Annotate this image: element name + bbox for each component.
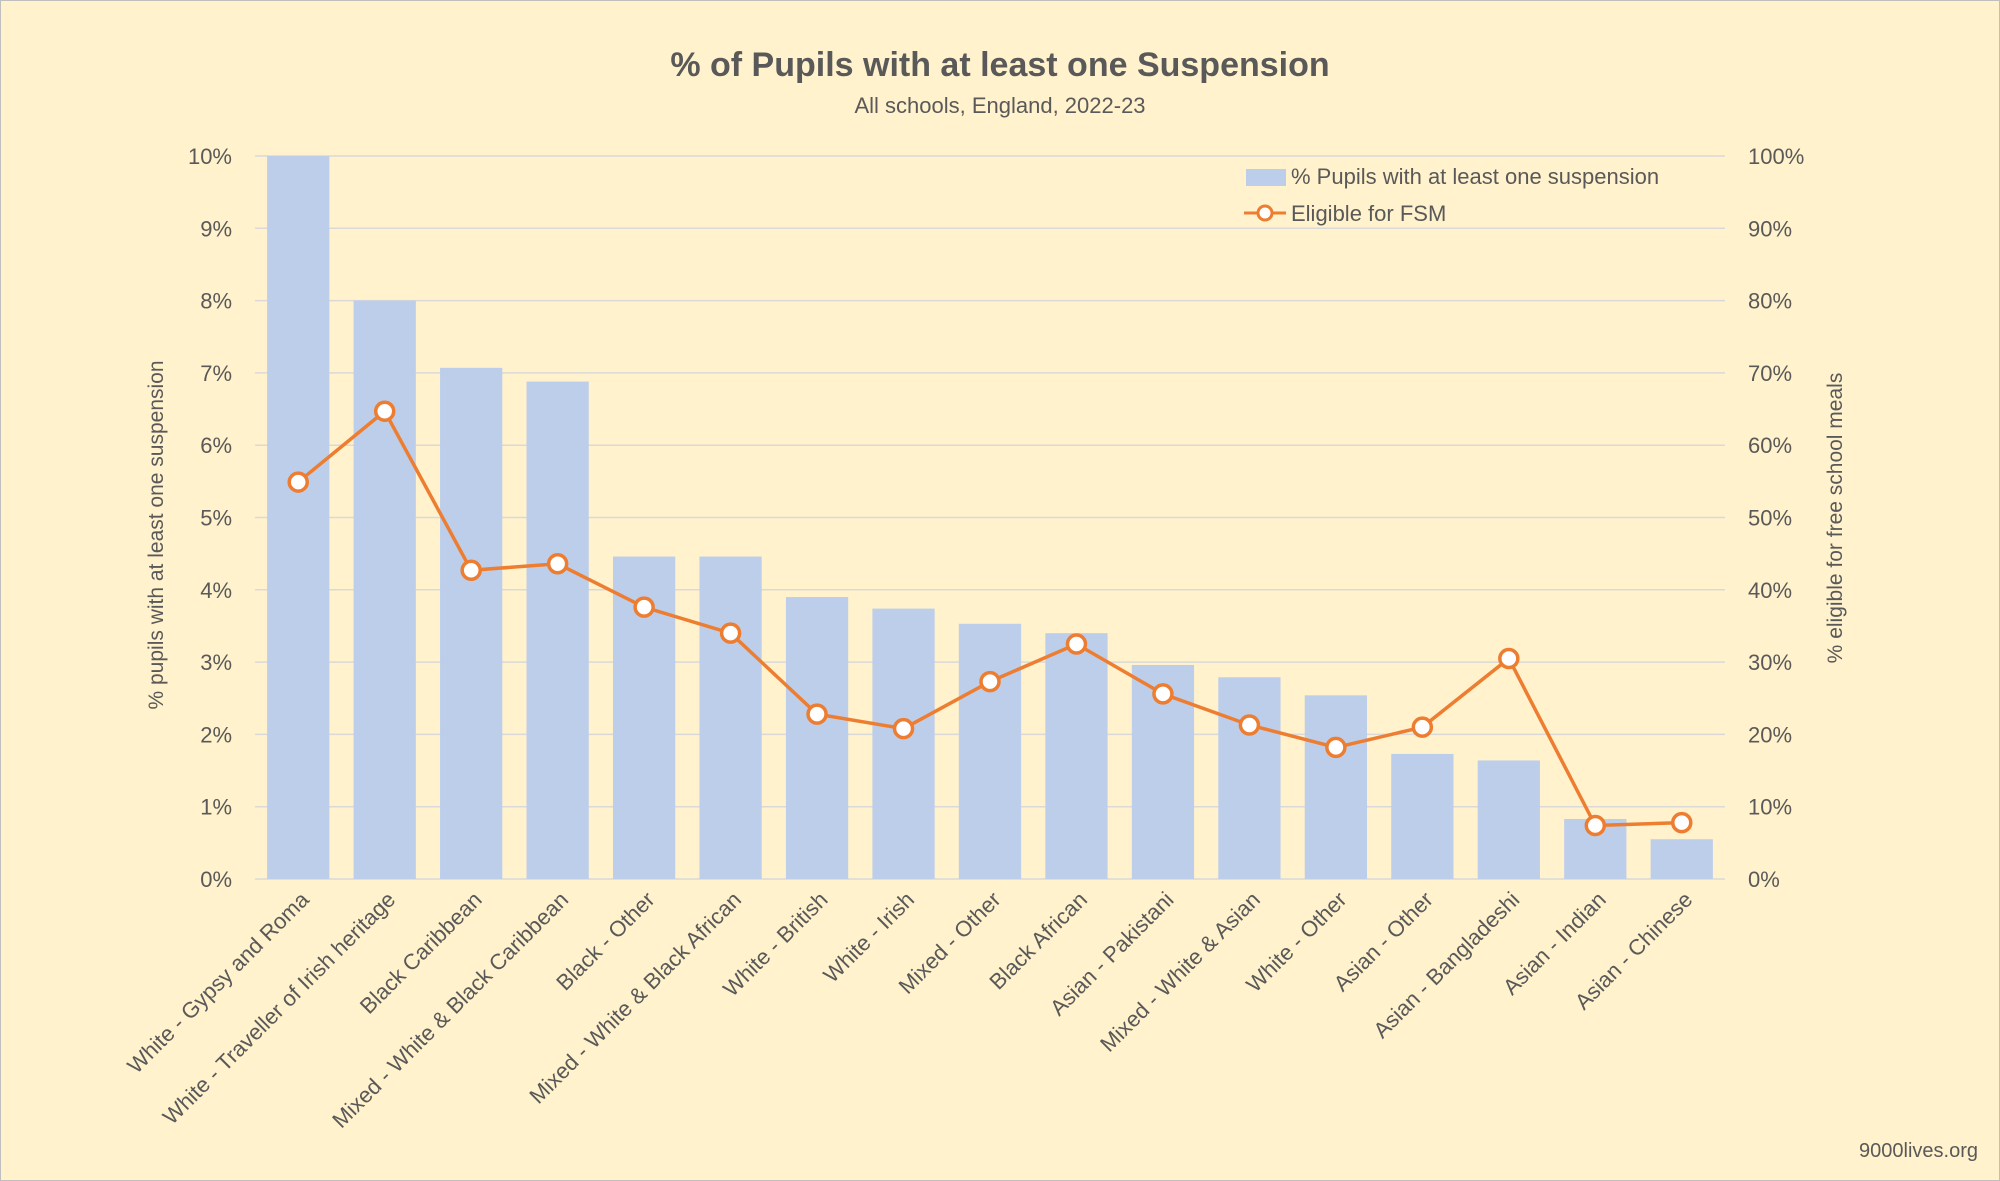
bar xyxy=(267,156,330,879)
bar xyxy=(872,608,935,879)
y2-tick-label: 50% xyxy=(1748,506,1792,531)
legend: % Pupils with at least one suspension El… xyxy=(1244,164,1659,226)
bar xyxy=(353,300,416,880)
y-tick-label: 9% xyxy=(200,216,232,241)
bar xyxy=(1045,633,1108,879)
y-tick-label: 3% xyxy=(200,650,232,675)
fsm-point xyxy=(1584,814,1607,837)
x-tick-label: Asian - Bangladeshi xyxy=(1368,887,1524,1043)
bar xyxy=(1391,753,1454,879)
y2-tick-label: 40% xyxy=(1748,578,1792,603)
y-axis-label: % pupils with at least one suspension xyxy=(145,360,168,709)
y2-tick-label: 0% xyxy=(1748,867,1780,892)
chart-subtitle: All schools, England, 2022-23 xyxy=(854,93,1146,118)
legend-line-label: Eligible for FSM xyxy=(1291,201,1446,226)
fsm-point xyxy=(1671,811,1693,834)
fsm-point xyxy=(287,471,309,493)
fsm-point xyxy=(1152,683,1174,705)
bar xyxy=(1477,760,1540,879)
fsm-point xyxy=(460,559,482,582)
y2-tick-label: 20% xyxy=(1748,722,1792,747)
bar xyxy=(958,623,1022,879)
x-tick-label: White - Gypsy and Roma xyxy=(122,886,314,1078)
fsm-point xyxy=(719,622,742,644)
fsm-point xyxy=(1238,714,1261,736)
bar xyxy=(1304,695,1368,879)
y-tick-label: 10% xyxy=(188,144,232,169)
fsm-point xyxy=(546,553,569,575)
y2-tick-label: 60% xyxy=(1748,433,1792,458)
legend-bar-label: % Pupils with at least one suspension xyxy=(1291,164,1659,189)
x-tick-label: Mixed - White & Asian xyxy=(1095,887,1265,1057)
bar xyxy=(699,556,762,879)
fsm-line xyxy=(287,400,1693,837)
y-tick-label: 2% xyxy=(200,722,232,747)
credit-watermark: 9000lives.org xyxy=(1859,1140,1978,1162)
fsm-point xyxy=(1411,716,1434,738)
fsm-point xyxy=(892,717,915,740)
bar xyxy=(526,381,589,879)
y2-tick-label: 80% xyxy=(1748,289,1792,314)
y-tick-label: 4% xyxy=(200,578,232,603)
chart-title: % of Pupils with at least one Suspension xyxy=(670,46,1330,84)
y2-tick-label: 90% xyxy=(1748,216,1792,241)
bar xyxy=(1218,677,1281,879)
y-tick-label: 0% xyxy=(200,867,232,892)
fsm-point xyxy=(633,596,655,618)
y-tick-label: 7% xyxy=(200,361,232,386)
y2-axis-label: % eligible for free school meals xyxy=(1824,373,1847,664)
fsm-point xyxy=(1065,633,1088,655)
fsm-point xyxy=(1325,736,1347,759)
bars xyxy=(267,156,1713,880)
y2-tick-label: 10% xyxy=(1748,795,1792,820)
fsm-point xyxy=(979,670,1001,693)
y-tick-label: 6% xyxy=(200,433,232,458)
bar xyxy=(440,367,503,879)
fsm-point xyxy=(1498,647,1520,670)
legend-line-marker xyxy=(1256,204,1274,222)
fsm-point xyxy=(373,400,396,422)
fsm-point xyxy=(806,703,828,725)
legend-bar-swatch xyxy=(1246,169,1286,186)
bar xyxy=(1650,839,1713,879)
y-tick-label: 8% xyxy=(200,289,232,314)
y-tick-label: 5% xyxy=(200,506,232,531)
y2-tick-label: 30% xyxy=(1748,650,1792,675)
y-tick-label: 1% xyxy=(200,795,232,820)
y2-tick-label: 70% xyxy=(1748,361,1792,386)
bar xyxy=(785,597,849,879)
y2-tick-label: 100% xyxy=(1748,144,1804,169)
